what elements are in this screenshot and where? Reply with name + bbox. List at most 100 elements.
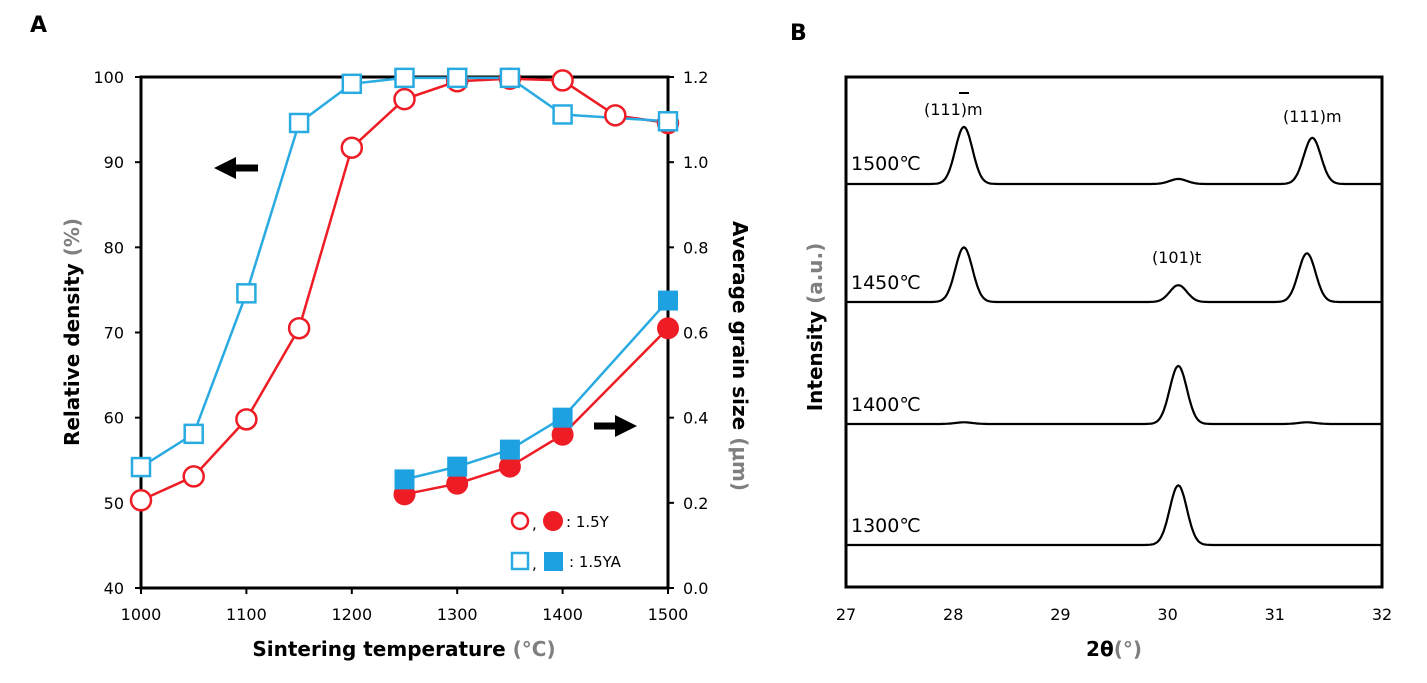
a-y-tick-label: 100 — [93, 68, 124, 87]
panel-b-x-axis-unit: (°) — [1114, 637, 1142, 661]
legend-open-square-marker — [510, 551, 530, 571]
a-x-tick-label: 1200 — [331, 605, 372, 624]
a-point-1-5ya-left — [446, 67, 468, 89]
b-x-tick-label: 31 — [1265, 605, 1285, 624]
b-x-tick-label: 30 — [1157, 605, 1177, 624]
left-arrow-icon — [214, 157, 258, 179]
legend-label-1-5ya: : 1.5YA — [569, 553, 622, 571]
a-point-1-5y-left — [182, 465, 205, 488]
a-x-tick-label: 1100 — [226, 605, 267, 624]
panel-b-y-axis-title: Intensity (a.u.) — [803, 243, 827, 412]
a-series-line-1-5ya-right — [404, 299, 669, 481]
peak-annotation-101t: (101)t — [1152, 248, 1201, 267]
panel-a-chart: 1000 1100 1200 1300 1400 1500 40 50 60 70 80 90 100… — [60, 67, 752, 661]
b-x-tick-label: 28 — [943, 605, 963, 624]
legend-open-circle-marker — [510, 511, 530, 531]
panel-a-legend: , : 1.5Y , : 1.5YA — [510, 511, 622, 573]
a-y-tick-label: 80 — [104, 238, 124, 257]
a-point-1-5ya-left — [499, 67, 521, 89]
a-series-line-1-5ya-left — [140, 76, 669, 469]
a-y-tick-label: 70 — [104, 324, 124, 343]
panel-b-x-axis-title: 2θ(°) — [1086, 637, 1142, 661]
panel-a-series-lines — [140, 76, 669, 502]
a-point-1-5ya-left — [183, 423, 204, 445]
panel-b-y-axis-label: Intensity — [803, 311, 827, 411]
panel-b-letter: B — [790, 21, 807, 46]
a-y2-tick-label: 0.0 — [683, 579, 708, 598]
panel-a-y2-ticks: 0.0 0.2 0.4 0.6 0.8 1.0 1.2 — [668, 68, 708, 598]
b-x-tick-label: 29 — [1050, 605, 1070, 624]
panel-a-y2-axis-title: Average grain size (μm) — [728, 221, 752, 491]
a-point-1-5ya-right — [394, 469, 415, 490]
a-y2-tick-label: 0.2 — [683, 494, 708, 513]
a-point-1-5ya-left — [236, 283, 257, 304]
a-point-1-5y-left — [393, 87, 416, 111]
a-point-1-5ya-left — [657, 111, 679, 132]
panel-a-y-axis-label: Relative density — [60, 263, 84, 446]
legend-label-1-5y: : 1.5Y — [566, 513, 610, 531]
panel-a-y2-axis-unit: (μm) — [728, 437, 752, 491]
xrd-trace-label: 1300℃ — [851, 515, 921, 537]
a-point-1-5ya-left — [394, 67, 415, 89]
a-point-1-5ya-right — [499, 439, 520, 460]
a-point-1-5y-left — [604, 104, 627, 127]
a-point-1-5ya-right — [658, 290, 678, 311]
panel-a-y-axis-unit: (%) — [60, 218, 84, 256]
panel-a-x-ticks: 1000 1100 1200 1300 1400 1500 — [121, 588, 688, 624]
right-arrow-icon — [594, 415, 637, 437]
a-point-1-5ya-right — [447, 456, 468, 477]
a-series-line-1-5y-left — [140, 77, 669, 502]
a-y-tick-label: 90 — [104, 153, 124, 172]
panel-a-x-axis-unit: (°C) — [513, 637, 556, 661]
b-x-tick-label: 32 — [1372, 605, 1392, 624]
panel-a-x-axis-label: Sintering temperature — [252, 637, 505, 661]
a-point-1-5ya-left — [130, 456, 152, 478]
a-point-1-5y-right — [657, 317, 679, 340]
xrd-trace-0 — [846, 125, 1382, 186]
panel-b-x-ticks: 27 28 29 30 31 32 — [836, 605, 1392, 624]
panel-a-letter: A — [30, 13, 47, 38]
legend-separator-1: , — [532, 515, 537, 533]
a-y2-tick-label: 0.6 — [683, 324, 708, 343]
peak-annotation-111m-bar: (111)m — [924, 100, 983, 119]
a-y2-tick-label: 0.8 — [683, 238, 708, 257]
a-x-tick-label: 1400 — [542, 605, 583, 624]
panel-b-plot-frame — [844, 75, 1384, 589]
a-y2-tick-label: 0.4 — [683, 409, 708, 428]
xrd-trace-label: 1450℃ — [851, 272, 921, 294]
a-point-1-5y-left — [235, 408, 258, 431]
a-point-1-5y-left — [287, 316, 311, 340]
a-point-1-5y-left — [340, 136, 364, 159]
xrd-trace-1 — [846, 246, 1382, 304]
legend-filled-circle-marker — [543, 511, 563, 531]
panel-a-y-ticks: 40 50 60 70 80 90 100 — [93, 68, 141, 598]
legend-separator-2: , — [532, 555, 537, 573]
panel-b-y-axis-unit: (a.u.) — [803, 243, 827, 304]
a-point-1-5y-right — [446, 472, 469, 495]
b-x-tick-label: 27 — [836, 605, 856, 624]
a-y-tick-label: 40 — [104, 579, 124, 598]
a-point-1-5y-left — [551, 69, 574, 92]
a-point-1-5ya-right — [552, 407, 573, 428]
a-x-tick-label: 1300 — [437, 605, 478, 624]
panel-a-y-axis-title: Relative density (%) — [60, 218, 84, 446]
panel-a-plot-frame — [139, 75, 670, 590]
a-y-tick-label: 60 — [104, 409, 124, 428]
a-y2-tick-label: 1.2 — [683, 68, 708, 87]
a-point-1-5y-left — [129, 489, 153, 512]
legend-filled-square-marker — [544, 552, 563, 571]
a-point-1-5y-right — [551, 423, 574, 446]
a-x-tick-label: 1000 — [121, 605, 162, 624]
xrd-trace-3 — [846, 484, 1382, 547]
xrd-trace-2 — [846, 364, 1382, 426]
panel-b-x-axis-label: 2θ — [1086, 637, 1114, 661]
a-point-1-5ya-left — [341, 73, 363, 95]
panel-b-chart: 27 28 29 30 31 32 1500℃ 1450℃ 1400℃ 1300℃ (111)m… — [803, 75, 1392, 661]
panel-a-x-axis-title: Sintering temperature (°C) — [252, 637, 555, 661]
xrd-trace-label: 1400℃ — [851, 394, 921, 416]
panel-b-traces — [846, 125, 1382, 547]
peak-annotation-111m: (111)m — [1283, 107, 1342, 126]
a-point-1-5ya-left — [288, 112, 310, 134]
panel-a-series-markers — [129, 67, 680, 512]
